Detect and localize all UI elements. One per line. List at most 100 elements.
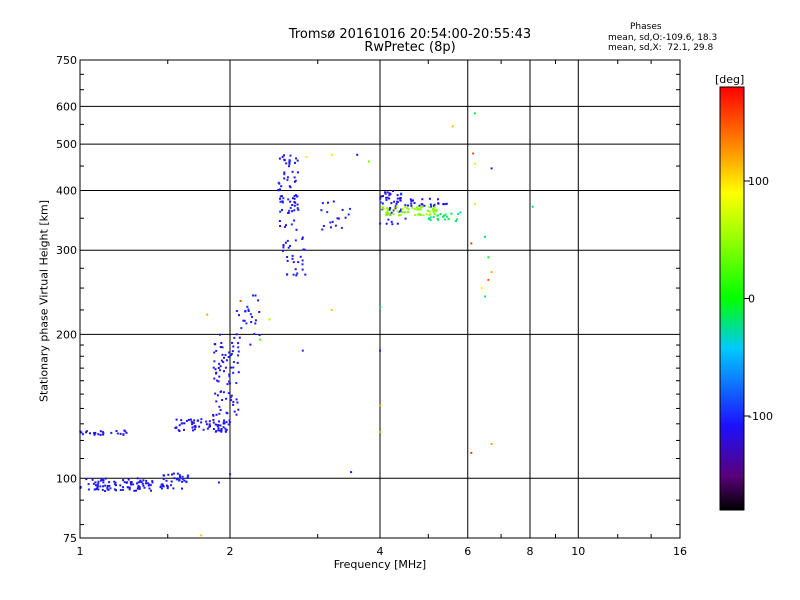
data-point — [229, 473, 231, 476]
data-point — [321, 202, 324, 205]
data-point — [228, 419, 231, 422]
data-point — [99, 430, 102, 433]
data-point — [223, 370, 225, 373]
phases-o-stats: mean, sd,O:-109.6, 18.3 — [608, 33, 718, 43]
data-point — [220, 430, 223, 433]
data-point — [387, 218, 390, 221]
colorbar-label: [deg] — [715, 73, 744, 86]
data-point — [224, 366, 227, 369]
data-point — [226, 383, 229, 386]
data-point — [251, 315, 253, 318]
data-point — [330, 308, 333, 311]
data-point — [214, 392, 217, 395]
data-point — [114, 481, 117, 484]
data-point — [388, 197, 391, 200]
data-point — [232, 403, 235, 406]
y-tick-label: 100 — [56, 472, 77, 485]
data-point — [291, 210, 294, 213]
colorbar: [deg] 100 0 -100 — [715, 73, 773, 511]
data-point — [89, 432, 91, 435]
data-point — [400, 208, 402, 211]
data-point — [283, 177, 286, 180]
data-point — [490, 271, 493, 274]
data-point — [148, 487, 151, 490]
data-point — [381, 206, 384, 209]
phases-x-stats: mean, sd,X: 72.1, 29.8 — [608, 43, 714, 53]
data-point — [289, 200, 292, 203]
data-point — [393, 200, 396, 203]
data-point — [356, 153, 359, 156]
data-point — [470, 451, 473, 454]
data-point — [227, 423, 230, 426]
data-point — [340, 226, 343, 229]
data-point — [301, 263, 304, 266]
data-point — [388, 194, 391, 197]
data-point — [399, 197, 402, 199]
data-point — [387, 213, 390, 216]
data-point — [432, 211, 435, 214]
data-point — [109, 487, 112, 490]
data-point — [133, 489, 136, 492]
data-point — [200, 421, 203, 424]
data-point — [398, 210, 401, 213]
data-point — [162, 484, 164, 487]
data-point — [287, 246, 290, 249]
data-point — [415, 206, 418, 209]
data-point — [233, 410, 236, 413]
data-point — [295, 194, 297, 197]
data-point — [212, 419, 215, 421]
x-tick-label: 8 — [527, 545, 534, 558]
data-points — [79, 112, 534, 537]
data-point — [193, 425, 196, 428]
data-point — [223, 356, 225, 359]
data-point — [177, 477, 180, 480]
data-point — [205, 420, 208, 423]
data-point — [125, 431, 128, 434]
data-point — [301, 236, 304, 239]
data-point — [230, 399, 233, 402]
data-point — [209, 425, 211, 427]
y-tick-label: 75 — [63, 532, 77, 545]
data-point — [200, 418, 203, 421]
data-point — [221, 399, 224, 401]
data-point — [178, 424, 181, 427]
data-point — [305, 156, 308, 158]
data-point — [205, 423, 208, 426]
x-tick-label: 16 — [673, 545, 687, 558]
data-point — [92, 482, 95, 485]
data-point — [473, 202, 476, 205]
data-point — [225, 397, 228, 400]
data-point — [173, 477, 176, 480]
data-point — [217, 429, 220, 432]
data-point — [292, 273, 295, 276]
data-point — [334, 224, 337, 227]
data-point — [180, 419, 183, 422]
data-point — [279, 200, 282, 203]
data-point — [385, 199, 388, 201]
y-tick-label: 750 — [56, 54, 77, 67]
data-point — [179, 476, 182, 479]
data-point — [435, 210, 438, 213]
data-point — [87, 483, 90, 486]
data-point — [102, 479, 105, 482]
chart-title: Tromsø 20161016 20:54:00-20:55:43 — [288, 27, 532, 42]
data-point — [217, 367, 220, 369]
axes: 1 2 4 6 8 10 16 750 600 500 400 300 200 100 75 — [56, 54, 687, 558]
data-point — [419, 206, 422, 209]
data-point — [171, 473, 173, 476]
data-point — [192, 429, 194, 432]
data-point — [219, 333, 221, 336]
data-point — [225, 359, 228, 362]
data-point — [404, 206, 407, 208]
data-point — [436, 217, 439, 220]
data-point — [396, 194, 399, 197]
data-point — [193, 428, 196, 431]
data-point — [531, 205, 534, 208]
data-point — [291, 257, 294, 260]
data-point — [224, 427, 227, 430]
data-point — [137, 484, 140, 487]
data-point — [418, 204, 421, 207]
data-point — [196, 419, 199, 422]
data-point — [473, 162, 476, 165]
